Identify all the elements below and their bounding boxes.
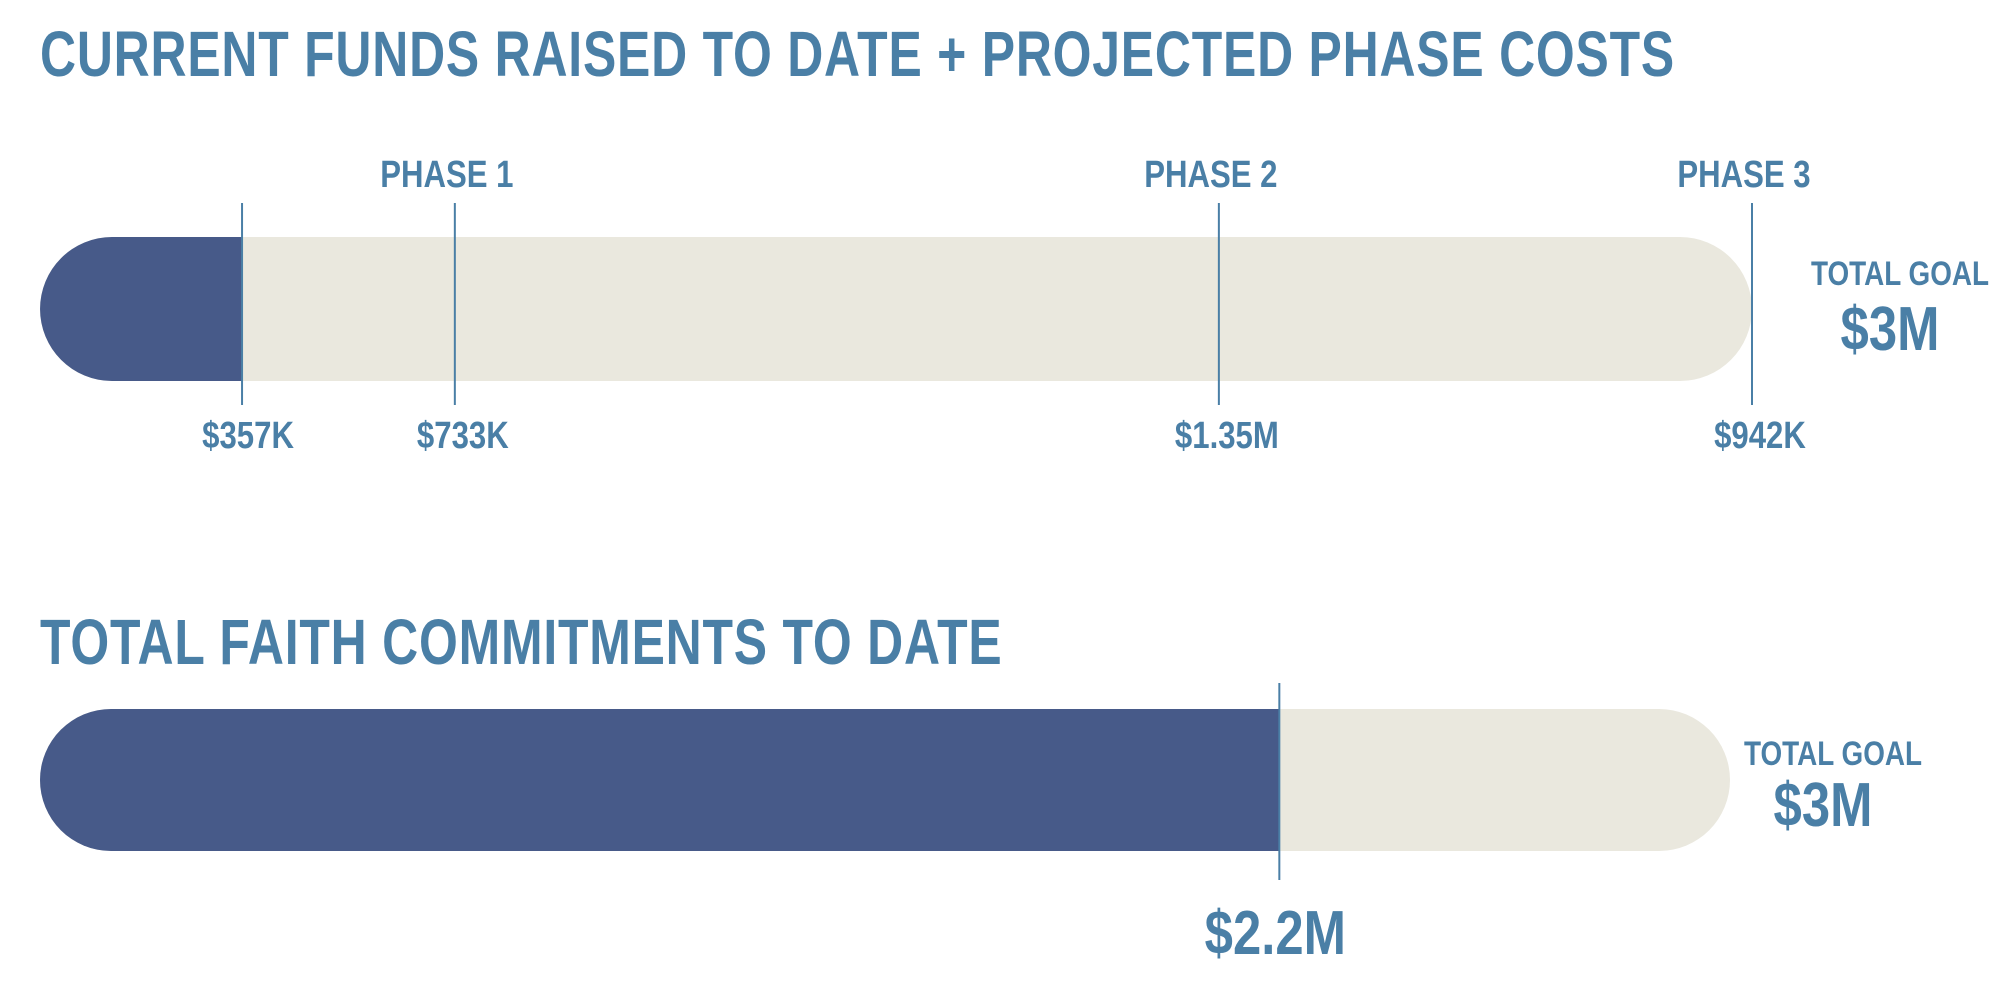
phase-2-cost-label: $1.35M (1175, 415, 1279, 457)
chart-2-goal-value: $3M (1774, 771, 1873, 840)
phase-1-cost-label: $733K (417, 415, 509, 457)
chart-2-goal-caption: TOTAL GOAL (1744, 734, 1922, 772)
phase-2-name: PHASE 2 (1144, 154, 1277, 196)
chart-1-raised-label: $357K (202, 415, 294, 457)
phase-3-name: PHASE 3 (1677, 154, 1810, 196)
chart-1-goal-track (40, 237, 1752, 381)
phase-3-cost-label: $942K (1714, 415, 1806, 457)
chart-1-raised-bar (40, 237, 242, 381)
chart-1-goal-caption: TOTAL GOAL (1811, 254, 1989, 292)
phase-1-name: PHASE 1 (380, 154, 513, 196)
chart-1-goal-value: $3M (1841, 295, 1940, 364)
chart-2-raised-bar (40, 709, 1279, 851)
chart-2-raised-label: $2.2M (1205, 899, 1346, 968)
